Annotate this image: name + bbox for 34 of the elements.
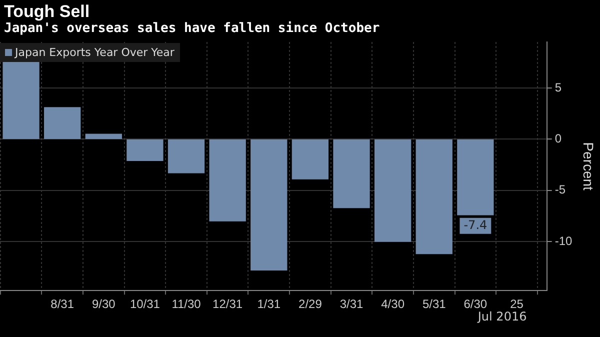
data-label: -7.4: [464, 218, 488, 232]
x-tick-label: 4/30: [381, 297, 405, 312]
x-tick-label: 5/31: [422, 297, 446, 312]
x-tick-label: 9/30: [92, 297, 116, 312]
chart-title: Tough Sell: [4, 2, 90, 22]
text: Jul 2016: [476, 310, 527, 324]
x-tick-label: 6/30: [464, 297, 488, 312]
x-tick-label: 2/29: [298, 297, 322, 312]
bar: [416, 139, 452, 254]
bar: [85, 134, 122, 140]
bar: [126, 139, 164, 162]
bar: [292, 139, 329, 180]
x-tick-label: 10/31: [130, 297, 160, 312]
x-tick-label: 11/30: [172, 297, 202, 312]
x-tick-label: 8/31: [50, 297, 74, 312]
x-tick-label: 1/31: [257, 297, 281, 312]
legend-label: Japan Exports Year Over Year: [15, 46, 174, 59]
bar: [209, 139, 246, 222]
chart-subtitle: Japan's overseas sales have fallen since October: [4, 21, 380, 36]
bar: [2, 61, 40, 140]
y-tick-label: -5: [554, 182, 566, 197]
x-tick-label: 12/31: [212, 297, 243, 312]
y-tick-label: 5: [554, 80, 562, 94]
bar: [333, 139, 370, 208]
x-tick-label: 3/31: [340, 297, 364, 312]
bar: [374, 139, 412, 242]
bar: [457, 139, 494, 216]
x-tick-label: 25: [510, 297, 524, 312]
y-tick-label: -10: [554, 234, 573, 248]
y-axis-title: Percent: [580, 142, 597, 191]
bar: [44, 107, 81, 140]
bar: [250, 139, 288, 270]
bar: [168, 139, 205, 174]
y-tick-label: 0: [554, 132, 562, 146]
